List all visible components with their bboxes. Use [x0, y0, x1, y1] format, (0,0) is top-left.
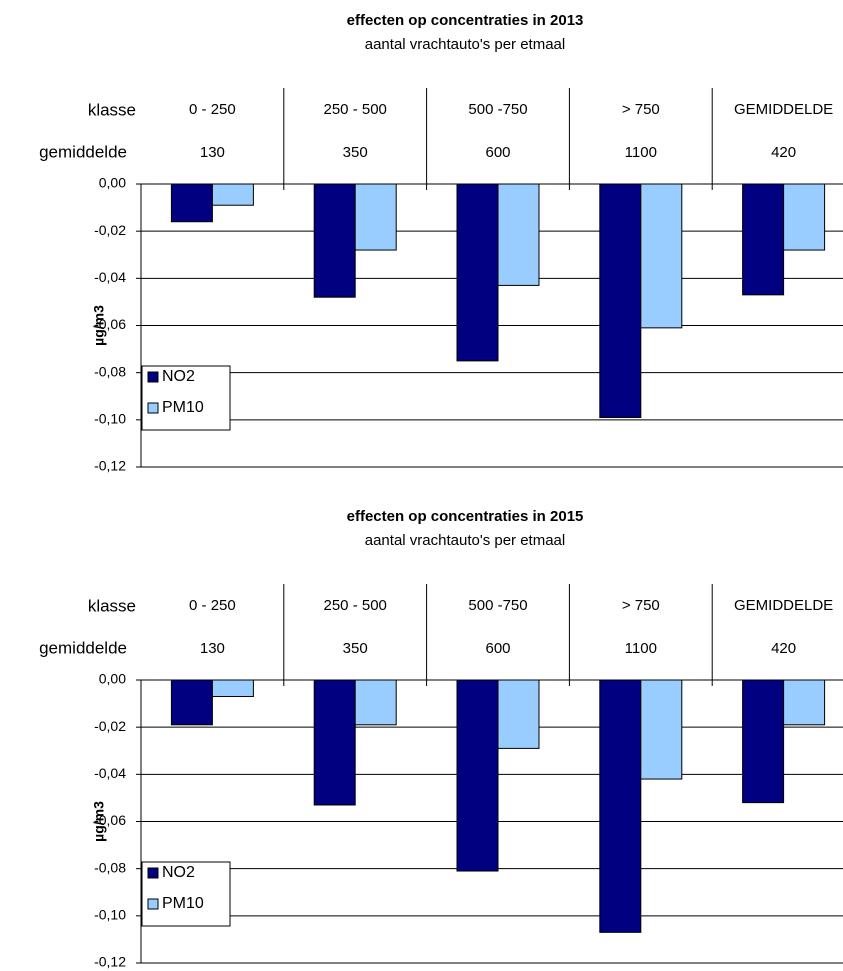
chart-title: effecten op concentraties in 2013 — [347, 12, 584, 29]
category-label: 0 - 250 — [189, 597, 236, 614]
y-tick-label: -0,12 — [94, 954, 126, 970]
y-tick-label: -0,02 — [94, 718, 126, 734]
legend-swatch — [147, 371, 159, 383]
bar — [313, 679, 356, 806]
bar — [783, 679, 826, 726]
chart-panel: effecten op concentraties in 2013 aantal … — [39, 12, 843, 474]
category-label: GEMIDDELDE — [734, 597, 833, 614]
chart-subtitle: aantal vrachtauto's per etmaal — [365, 532, 565, 549]
bar — [599, 183, 642, 418]
bar — [640, 183, 683, 329]
bar — [354, 183, 397, 251]
category-mean: 420 — [771, 640, 796, 657]
chart-panel: effecten op concentraties in 2015 aantal … — [39, 508, 843, 970]
category-label: 500 -750 — [468, 101, 527, 118]
chart-subtitle: aantal vrachtauto's per etmaal — [365, 36, 565, 53]
y-tick-label: -0,08 — [94, 859, 126, 875]
legend-label: PM10 — [162, 399, 204, 416]
bar — [599, 679, 642, 933]
category-mean: 420 — [771, 144, 796, 161]
bar — [170, 679, 213, 726]
y-tick-label: -0,02 — [94, 222, 126, 238]
bar — [742, 679, 785, 804]
bar — [211, 183, 254, 206]
legend-swatch — [147, 867, 159, 879]
category-label: 0 - 250 — [189, 101, 236, 118]
bar — [211, 679, 254, 698]
y-tick-label: -0,08 — [94, 363, 126, 379]
bar — [783, 183, 826, 251]
category-label: GEMIDDELDE — [734, 101, 833, 118]
category-label: > 750 — [622, 101, 660, 118]
bar — [742, 183, 785, 296]
bar — [497, 183, 540, 286]
y-tick-label: -0,10 — [94, 907, 126, 923]
y-axis-label: µg/m3 — [91, 801, 107, 842]
y-tick-label: 0,00 — [99, 671, 126, 687]
legend-label: NO2 — [162, 368, 195, 385]
category-mean: 350 — [343, 640, 368, 657]
y-tick-label: -0,04 — [94, 765, 126, 781]
y-tick-label: -0,06 — [94, 812, 126, 828]
category-mean: 130 — [200, 640, 225, 657]
y-tick-label: -0,12 — [94, 458, 126, 474]
y-tick-label: -0,06 — [94, 316, 126, 332]
legend-swatch — [147, 402, 159, 414]
category-mean: 600 — [485, 640, 510, 657]
bar — [497, 679, 540, 749]
bar — [456, 183, 499, 362]
category-label: 500 -750 — [468, 597, 527, 614]
legend-label: PM10 — [162, 895, 204, 912]
row-label: gemiddelde — [39, 638, 127, 657]
category-label: 250 - 500 — [324, 101, 387, 118]
legend-swatch — [147, 898, 159, 910]
category-mean: 1100 — [625, 144, 657, 161]
row-label: klasse — [88, 100, 136, 119]
chart-title: effecten op concentraties in 2015 — [347, 508, 584, 525]
category-mean: 130 — [200, 144, 225, 161]
row-label: gemiddelde — [39, 142, 127, 161]
row-label: klasse — [88, 596, 136, 615]
category-mean: 350 — [343, 144, 368, 161]
category-label: > 750 — [622, 597, 660, 614]
category-mean: 600 — [485, 144, 510, 161]
bar — [170, 183, 213, 223]
bar — [456, 679, 499, 872]
category-mean: 1100 — [625, 640, 657, 657]
bar — [354, 679, 397, 726]
y-tick-label: -0,10 — [94, 411, 126, 427]
bar — [313, 183, 356, 298]
category-label: 250 - 500 — [324, 597, 387, 614]
y-tick-label: -0,04 — [94, 269, 126, 285]
y-tick-label: 0,00 — [99, 175, 126, 191]
legend-label: NO2 — [162, 864, 195, 881]
bar — [640, 679, 683, 780]
y-axis-label: µg/m3 — [91, 305, 107, 346]
